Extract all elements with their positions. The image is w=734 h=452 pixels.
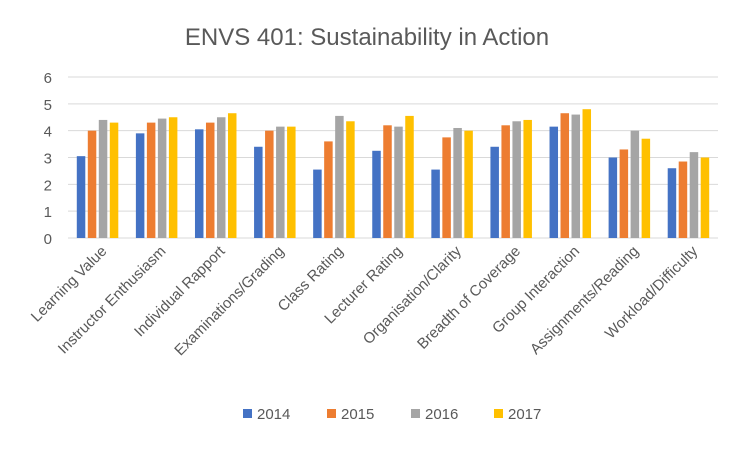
bar-2014 xyxy=(372,150,381,238)
legend-label: 2016 xyxy=(425,406,458,423)
bar-2016 xyxy=(98,119,108,238)
x-tick-label: Assignments/Reading xyxy=(527,243,642,358)
bar-2014 xyxy=(608,157,618,238)
y-tick-label: 5 xyxy=(44,97,52,114)
bar-2016 xyxy=(276,126,285,238)
bar-2014 xyxy=(431,169,440,238)
bar-2014 xyxy=(667,168,677,238)
y-tick-label: 6 xyxy=(44,70,52,87)
bar-2017 xyxy=(405,115,414,238)
bar-2015 xyxy=(560,113,570,238)
legend-swatch-2016 xyxy=(411,409,420,418)
legend-label: 2014 xyxy=(257,406,290,423)
bar-2017 xyxy=(464,130,473,238)
bar-2014 xyxy=(490,146,499,238)
bar-2017 xyxy=(227,113,237,238)
bar-2015 xyxy=(205,122,215,238)
bar-2017 xyxy=(109,122,119,238)
bar-2016 xyxy=(630,130,640,238)
bar-2016 xyxy=(216,117,226,238)
bar-2014 xyxy=(135,133,145,238)
y-tick-label: 0 xyxy=(44,231,52,248)
bar-2015 xyxy=(619,149,629,238)
bar-2015 xyxy=(501,125,510,238)
legend: 2014 2015 2016 2017 xyxy=(243,406,541,423)
x-tick-label: Instructor Enthusiasm xyxy=(55,243,170,358)
y-tick-label: 1 xyxy=(44,204,52,221)
bar-2016 xyxy=(453,127,462,238)
legend-label: 2017 xyxy=(508,406,541,423)
legend-swatch-2017 xyxy=(494,409,503,418)
bar-2016 xyxy=(157,118,167,238)
bar-2017 xyxy=(523,119,532,238)
legend-swatch-2015 xyxy=(327,409,336,418)
bar-2016 xyxy=(394,126,403,238)
bar-2015 xyxy=(146,122,156,238)
bar-2016 xyxy=(512,121,521,238)
bar-2016 xyxy=(571,114,581,238)
bar-2016 xyxy=(689,152,699,238)
bar-2016 xyxy=(335,115,344,238)
chart-title: ENVS 401: Sustainability in Action xyxy=(185,24,549,51)
bar-2014 xyxy=(549,126,559,238)
bar-2015 xyxy=(442,137,451,238)
bar-2017 xyxy=(582,109,592,238)
bar-2017 xyxy=(287,126,296,238)
x-tick-label: Examinations/Grading xyxy=(171,243,287,359)
x-tick-label: Organisation/Clarity xyxy=(360,242,466,348)
bar-2015 xyxy=(87,130,97,238)
bar-2014 xyxy=(254,146,263,238)
bar-2015 xyxy=(678,161,688,238)
bar-2017 xyxy=(168,117,178,238)
bar-2014 xyxy=(194,129,204,238)
legend-swatch-2014 xyxy=(243,409,252,418)
bar-2014 xyxy=(313,169,322,238)
bar-2017 xyxy=(641,138,651,238)
y-tick-label: 3 xyxy=(44,151,52,168)
bar-2017 xyxy=(346,121,355,238)
y-axis-ticks: 0 1 2 3 4 5 6 xyxy=(44,70,52,248)
bar-2015 xyxy=(265,130,274,238)
bar-2015 xyxy=(324,141,333,238)
y-tick-label: 4 xyxy=(44,124,52,141)
bar-2015 xyxy=(383,125,392,238)
bar-2014 xyxy=(76,156,86,238)
y-tick-label: 2 xyxy=(44,177,52,194)
legend-label: 2015 xyxy=(341,406,374,423)
bar-2017 xyxy=(700,157,710,238)
x-tick-label: Breadth of Coverage xyxy=(414,243,524,353)
bars xyxy=(76,109,710,238)
